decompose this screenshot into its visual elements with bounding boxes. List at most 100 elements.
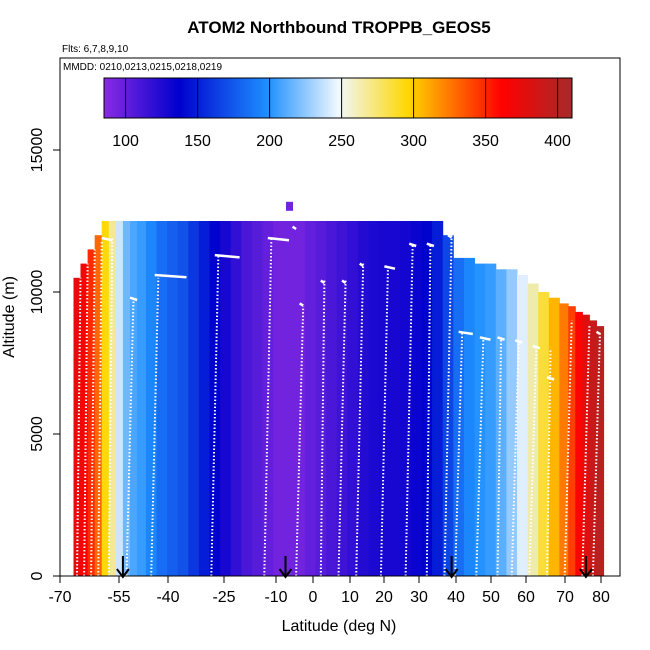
flight-profile-line — [563, 320, 573, 577]
flight-profile-line — [83, 263, 89, 577]
colorbar-tick-label: 200 — [256, 133, 283, 150]
flight-profile-line — [295, 306, 305, 577]
flight-level-segment — [479, 336, 491, 341]
y-axis-label: Altitude (m) — [1, 276, 18, 358]
heatmap-column — [80, 263, 89, 576]
arrow-markers — [116, 556, 593, 579]
x-axis: -70 -55 -40 -25 -10 0 10 20 30 40 50 60 70 80 — [48, 575, 620, 606]
heatmap-column — [517, 275, 529, 576]
heatmap-column — [548, 297, 560, 576]
heatmap-column — [326, 221, 338, 576]
arrow-head — [116, 568, 130, 579]
flight-level-segment — [514, 339, 523, 344]
heatmap-column — [347, 221, 359, 576]
x-tick-label: 30 — [410, 589, 428, 606]
heatmap-marker — [286, 201, 293, 211]
heatmap-column — [167, 221, 179, 576]
dates-subtitle: MMDD: 0210,0213,0215,0218,0219 — [63, 62, 222, 73]
colorbar-tick-label: 300 — [400, 133, 427, 150]
x-axis-label: Latitude (deg N) — [282, 618, 397, 635]
x-tick-label: 0 — [309, 589, 318, 606]
x-tick-label: -25 — [212, 589, 235, 606]
flight-profile-line — [263, 237, 273, 577]
heatmap-column — [315, 221, 327, 576]
colorbar-ticks: 100 150 200 250 300 350 400 — [112, 78, 571, 150]
flight-level-segment — [359, 262, 364, 267]
y-axis: 0 5000 10000 15000 — [29, 128, 60, 580]
flight-level-segment — [214, 253, 240, 259]
heatmap-column — [336, 221, 348, 576]
flight-profile-line — [76, 277, 82, 577]
flight-profile-line — [443, 235, 453, 577]
flight-profile-line — [496, 337, 503, 577]
heatmap-column — [442, 235, 454, 576]
x-tick-label: -55 — [107, 589, 130, 606]
arrow-head — [444, 568, 459, 579]
flight-level-segment — [341, 279, 347, 284]
heatmap-column — [251, 221, 263, 576]
arrow-head — [278, 568, 293, 579]
heatmap-column — [495, 269, 507, 576]
heatmap-column — [506, 269, 518, 576]
x-tick-label: -70 — [48, 589, 71, 606]
flight-level-segment — [497, 336, 505, 341]
flight-level-segment — [101, 236, 113, 242]
y-tick-label: 0 — [29, 571, 46, 580]
heatmap-column — [463, 257, 475, 576]
x-tick-label: 40 — [447, 589, 465, 606]
flight-level-segment — [546, 376, 555, 381]
flight-level-segment — [426, 242, 435, 248]
x-tick-label: -10 — [264, 589, 287, 606]
heatmap-column — [220, 221, 232, 576]
colorbar-tick-label: 100 — [112, 133, 139, 150]
heatmap-column — [156, 221, 168, 576]
flight-profile-line — [337, 280, 347, 577]
heatmap-column — [453, 257, 465, 576]
y-tick-label: 10000 — [29, 270, 46, 315]
heatmap-column — [294, 221, 306, 576]
colorbar-tick-label: 350 — [472, 133, 499, 150]
heatmap-column — [122, 221, 131, 576]
heatmap-column — [101, 221, 110, 576]
heatmap-column — [188, 221, 200, 576]
heatmap-column — [273, 221, 285, 576]
flight-profile-line — [425, 243, 432, 577]
chart-title: ATOM2 Northbound TROPPB_GEOS5 — [187, 18, 491, 37]
heatmap-column — [596, 326, 605, 576]
heatmap-column — [368, 221, 380, 576]
flight-level-segment — [291, 225, 297, 231]
flight-level-segment — [129, 296, 138, 302]
heatmap-column — [130, 221, 138, 576]
flight-profile-line — [546, 348, 552, 577]
heatmap-column — [262, 221, 274, 576]
heatmap-column — [198, 221, 210, 576]
heatmap-column — [230, 221, 242, 576]
heatmap-column — [538, 292, 550, 576]
heatmap-column — [474, 263, 486, 576]
x-tick-label: 20 — [375, 589, 393, 606]
flight-profile-line — [475, 337, 485, 577]
x-tick-label: 10 — [341, 589, 359, 606]
flight-profile-line — [125, 297, 135, 577]
x-tick-label: 50 — [482, 589, 500, 606]
colorbar-tick-label: 400 — [544, 133, 571, 150]
heatmap-column — [421, 221, 433, 576]
flight-level-segment — [320, 279, 326, 284]
heatmap-column — [357, 221, 369, 576]
arrow-head — [579, 568, 593, 579]
heatmap-column — [145, 221, 157, 576]
heatmap-column — [73, 277, 82, 576]
heatmap-column — [137, 221, 147, 576]
heatmap-column — [209, 221, 221, 576]
heatmap-column — [115, 221, 124, 576]
flight-profile-line — [510, 340, 520, 577]
flight-level-segment — [595, 330, 601, 336]
flight-profiles — [76, 225, 601, 577]
heatmap-column — [575, 311, 583, 576]
colorbar-gradient — [104, 78, 572, 118]
flight-profile-line — [150, 277, 160, 577]
flight-level-segment — [458, 330, 473, 336]
colorbar-tick-label: 150 — [184, 133, 211, 150]
flights-subtitle: Flts: 6,7,8,9,10 — [62, 44, 129, 55]
